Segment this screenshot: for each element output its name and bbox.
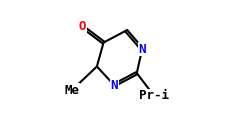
Text: N: N [110,79,118,92]
Text: Pr-i: Pr-i [139,89,169,102]
Text: O: O [78,20,86,33]
Text: N: N [138,43,146,56]
Text: Me: Me [64,84,79,97]
